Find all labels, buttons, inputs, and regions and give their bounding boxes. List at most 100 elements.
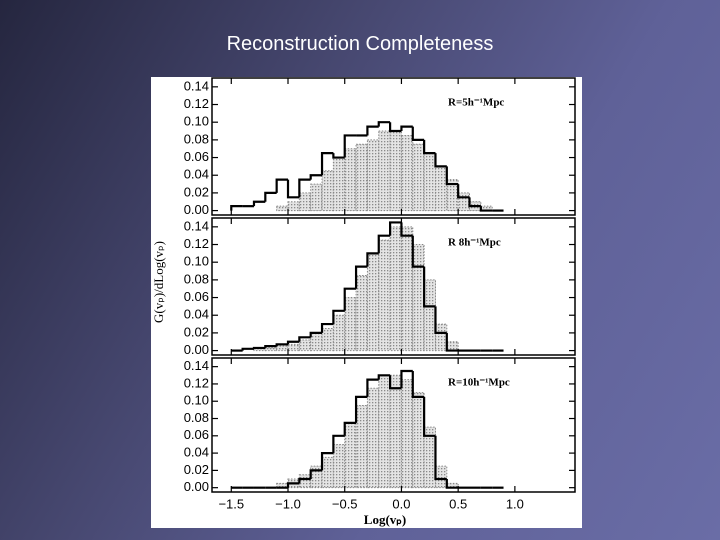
x-tick-label: 0.5 (449, 496, 467, 511)
histogram-bar (378, 374, 391, 489)
histogram-step (320, 152, 334, 176)
histogram-step (411, 370, 425, 399)
histogram-bar (321, 456, 334, 489)
histogram-bar (366, 387, 380, 489)
histogram-step (298, 477, 311, 484)
histogram-step (411, 235, 425, 268)
histogram-bar (321, 170, 334, 212)
histogram-bar (287, 201, 300, 212)
histogram-step (423, 396, 436, 437)
y-tick-label: 0.14 (184, 218, 209, 233)
y-tick-label: 0.10 (184, 393, 209, 408)
histogram-bar (355, 274, 368, 352)
y-tick-label: 0.02 (184, 324, 209, 339)
histogram-step (298, 336, 311, 342)
histogram-step (252, 200, 266, 207)
histogram-step (264, 191, 277, 202)
slide-title: Reconstruction Completeness (226, 33, 494, 55)
histogram-step (445, 166, 459, 186)
histogram-bar (434, 323, 448, 352)
histogram-step (264, 345, 277, 348)
histogram-step (434, 435, 447, 481)
histogram-step (468, 197, 481, 208)
histogram-step (445, 479, 459, 489)
y-tick-label: 0.04 (184, 307, 209, 322)
histogram-bar (310, 332, 323, 352)
histogram-step (286, 340, 300, 345)
histogram-step (332, 153, 345, 159)
x-tick-label: −1.5 (218, 496, 244, 511)
histogram-bar (298, 339, 312, 352)
histogram-step (423, 139, 436, 155)
y-tick-label: 0.08 (184, 271, 209, 286)
histogram-step (275, 178, 289, 193)
y-tick-label: 0.00 (184, 479, 209, 494)
y-axis-label: G(vₚ)/dLog(vₚ) (151, 241, 166, 323)
panel-frame (211, 77, 576, 216)
histogram-step (445, 332, 459, 352)
histogram-bar (389, 374, 402, 489)
histogram-bar (344, 422, 357, 489)
panel-annotation: R 8h⁻¹Mpc (448, 237, 501, 249)
x-tick-label: 1.0 (506, 496, 524, 511)
histogram-step (343, 421, 357, 436)
histogram-step (354, 265, 368, 289)
y-tick-label: 0.04 (184, 445, 209, 460)
panel-annotation: R=10h⁻¹Mpc (448, 377, 510, 389)
histogram-bar (344, 297, 357, 352)
histogram-bar (423, 426, 436, 489)
y-tick-label: 0.04 (184, 167, 209, 182)
histogram-bar (423, 152, 436, 212)
histogram-step (388, 375, 402, 390)
histogram-step (388, 221, 402, 236)
histogram-step (457, 184, 470, 199)
histogram-bar (332, 157, 346, 212)
histogram-bar (457, 192, 471, 212)
histogram-step (400, 222, 413, 237)
histogram-bar (287, 343, 300, 352)
histogram-step (309, 331, 323, 338)
histogram-bar (378, 239, 391, 352)
histogram-bar (298, 192, 312, 212)
histogram-step (366, 378, 379, 397)
x-tick-label: −1.0 (275, 496, 301, 511)
histogram-step (377, 121, 391, 127)
y-tick-label: 0.02 (184, 462, 209, 477)
y-tick-label: 0.06 (184, 289, 209, 304)
histogram-bar (412, 392, 425, 489)
histogram-step (400, 369, 413, 389)
histogram-step (241, 347, 254, 351)
y-tick-label: 0.10 (184, 114, 209, 129)
y-tick-label: 0.14 (184, 78, 209, 93)
histogram-step (434, 306, 447, 335)
histogram-bar (378, 130, 391, 212)
panel-frame (211, 217, 576, 356)
y-tick-label: 0.12 (184, 375, 209, 390)
histogram-step (320, 322, 334, 333)
y-tick-label: 0.00 (184, 202, 209, 217)
histogram-bar (400, 379, 414, 489)
y-tick-label: 0.08 (184, 131, 209, 146)
histogram-bar (264, 347, 278, 352)
histogram-step (377, 374, 391, 380)
y-tick-label: 0.00 (184, 342, 209, 357)
histogram-step (377, 234, 391, 254)
histogram-bar (344, 148, 357, 212)
histogram-bar (366, 252, 380, 352)
histogram-step (479, 206, 493, 212)
histogram-bar (366, 139, 380, 212)
histogram-bar (276, 205, 289, 212)
histogram-bar (446, 341, 459, 352)
x-axis-label: Log(vₚ) (364, 512, 406, 527)
histogram-bar (276, 345, 289, 352)
histogram-step (332, 309, 345, 325)
histogram-bar (412, 244, 425, 352)
histogram-bar (355, 143, 368, 212)
histogram-bar (434, 165, 448, 212)
histogram-step (354, 395, 368, 423)
y-tick-label: 0.08 (184, 410, 209, 425)
histogram-bar (298, 474, 312, 489)
x-tick-label: −0.5 (332, 496, 358, 511)
